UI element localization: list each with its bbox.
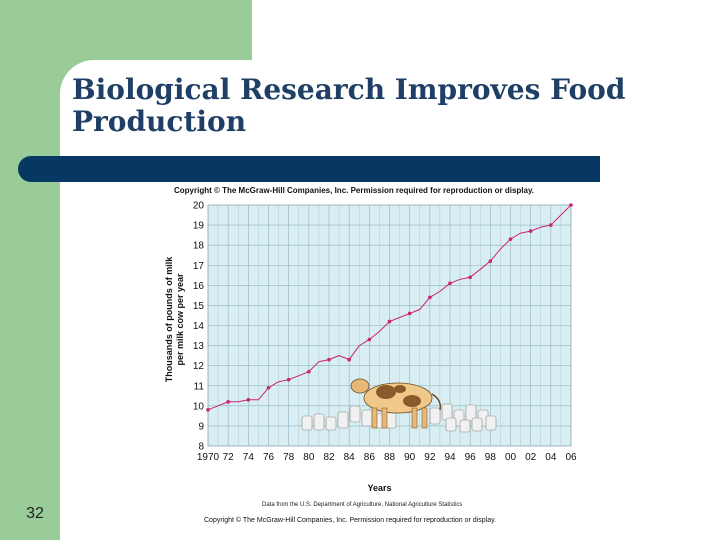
y-tick-label: 13 [193, 341, 205, 352]
data-point [528, 229, 533, 233]
data-point [468, 275, 472, 280]
copyright-notice-bottom: Copyright © The McGraw-Hill Companies, I… [204, 517, 497, 524]
y-tick-label: 18 [193, 241, 205, 252]
data-point [428, 295, 432, 300]
data-point [307, 369, 311, 374]
y-tick-label: 10 [193, 401, 205, 412]
x-tick-label: 04 [545, 452, 557, 463]
milk-jugs [301, 403, 497, 433]
y-tick-label: 9 [198, 421, 204, 432]
x-tick-label: 06 [565, 452, 577, 463]
x-tick-label: 78 [283, 452, 295, 463]
y-tick-label: 17 [193, 261, 205, 272]
x-tick-label: 1970 [197, 452, 220, 463]
x-tick-label: 92 [424, 452, 436, 463]
data-point [286, 377, 291, 382]
slide-number: 32 [26, 505, 44, 522]
y-tick-labels: 8 9 10 11 12 13 14 15 16 17 18 19 20 [193, 201, 205, 453]
data-points [206, 203, 573, 412]
y-tick-label: 15 [193, 301, 205, 312]
x-tick-label: 00 [505, 452, 517, 463]
cow [350, 378, 442, 429]
y-axis-label: Thousands of pounds of milkper milk cow … [164, 256, 185, 382]
data-point [367, 337, 372, 342]
x-tick-label: 86 [364, 452, 376, 463]
x-axis-label: Years [367, 483, 391, 493]
title-divider-bar [18, 156, 600, 182]
data-point [206, 408, 210, 412]
y-tick-label: 16 [193, 281, 205, 292]
x-tick-label: 74 [243, 452, 255, 463]
data-source-note: Data from the U.S. Department of Agricul… [262, 502, 463, 508]
y-tick-label: 11 [194, 381, 205, 392]
data-point [327, 357, 331, 362]
data-point [448, 281, 452, 286]
x-tick-label: 82 [323, 452, 335, 463]
milk-production-chart: 8 9 10 11 12 13 14 15 16 17 18 19 20 1970 72 74 76 78 80 8… [164, 201, 577, 494]
x-tick-labels: 1970 72 74 76 78 80 82 84 86 88 90 92 94 96 98 00 02 04 06 [197, 452, 577, 463]
data-point [387, 319, 392, 324]
data-point [407, 311, 412, 316]
data-point [488, 259, 493, 264]
slide-title: Biological Research Improves Food Produc… [72, 73, 626, 138]
cow-illustration [301, 378, 497, 433]
data-point [549, 223, 553, 227]
y-tick-label: 12 [193, 361, 205, 372]
y-tick-label: 20 [193, 201, 205, 212]
data-point [569, 203, 573, 207]
data-point [226, 400, 230, 404]
data-point [246, 398, 251, 402]
y-tick-label: 8 [198, 442, 204, 453]
x-tick-label: 84 [344, 452, 356, 463]
copyright-notice-top: Copyright © The McGraw-Hill Companies, I… [174, 186, 535, 195]
x-tick-label: 90 [404, 452, 416, 463]
data-point [508, 237, 513, 241]
x-tick-label: 72 [223, 452, 235, 463]
x-tick-label: 96 [465, 452, 477, 463]
x-tick-label: 80 [303, 452, 315, 463]
data-point [347, 357, 351, 362]
x-tick-label: 76 [263, 452, 275, 463]
x-tick-label: 98 [485, 452, 497, 463]
x-tick-label: 88 [384, 452, 396, 463]
y-tick-label: 19 [193, 221, 205, 232]
y-tick-label: 14 [193, 321, 205, 332]
x-tick-label: 94 [444, 452, 456, 463]
data-point [266, 385, 271, 390]
x-tick-label: 02 [525, 452, 537, 463]
